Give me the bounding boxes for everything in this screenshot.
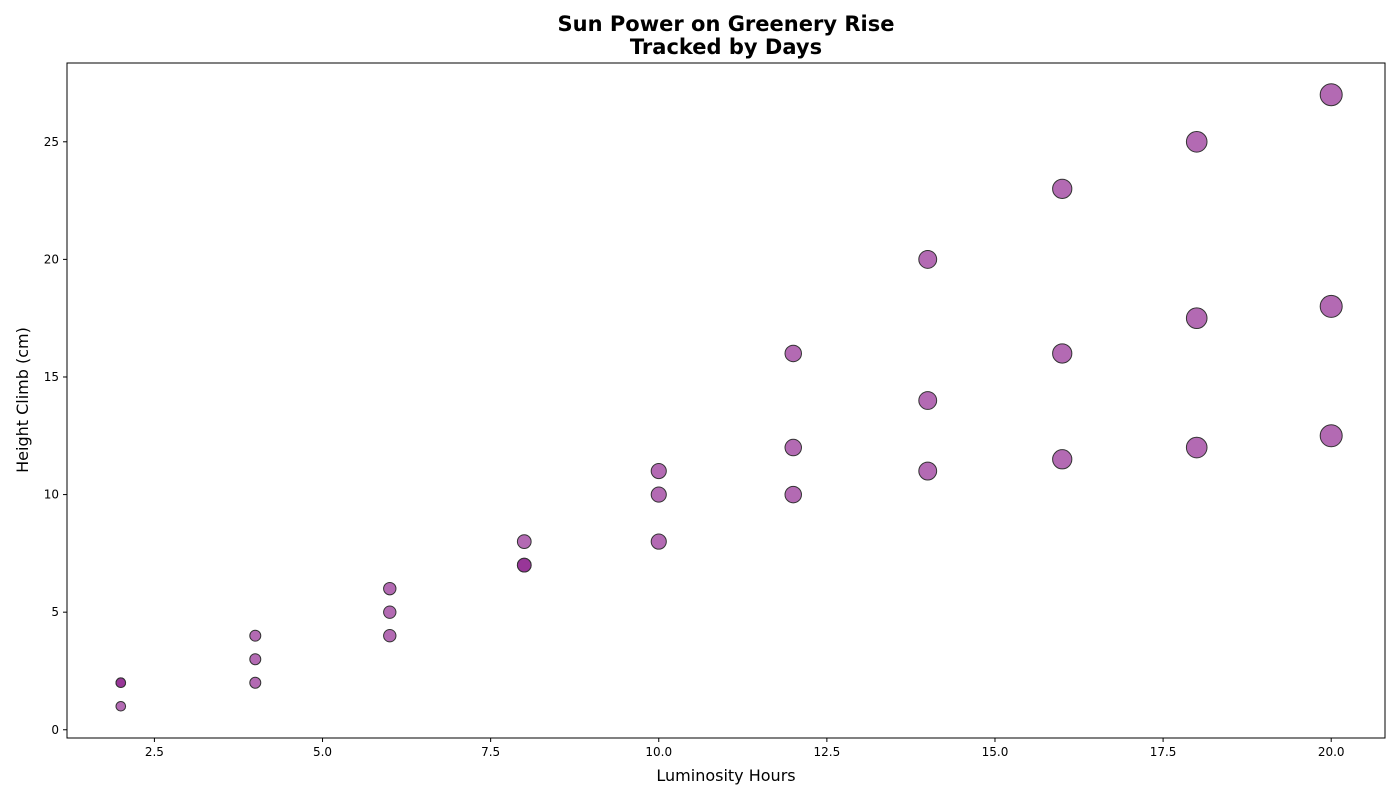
data-point — [1052, 178, 1073, 199]
data-point — [383, 581, 397, 596]
data-point — [650, 486, 667, 503]
data-point — [918, 461, 938, 481]
data-point — [784, 485, 802, 504]
x-tick-label: 2.5 — [145, 745, 164, 759]
data-point — [383, 629, 397, 643]
data-point — [1319, 83, 1343, 107]
plot-area-frame — [66, 62, 1386, 739]
data-point — [784, 438, 802, 457]
x-tick-label: 15.0 — [982, 745, 1009, 759]
y-tick-label: 0 — [51, 723, 59, 737]
data-point — [516, 534, 532, 549]
y-tick-label: 25 — [44, 135, 59, 149]
y-tick-label: 15 — [44, 370, 59, 384]
y-tick-label: 20 — [44, 252, 59, 266]
data-point — [1185, 130, 1208, 153]
x-axis-ticks: 2.5 5.0 7.5 10.0 12.5 15.0 17.5 20.0 — [145, 738, 1345, 759]
y-axis-label: Height Climb (cm) — [13, 327, 32, 473]
x-tick-label: 5.0 — [313, 745, 332, 759]
x-tick-label: 17.5 — [1150, 745, 1177, 759]
chart-title-line-2: Tracked by Days — [630, 35, 822, 59]
data-point — [918, 391, 938, 410]
data-point — [249, 653, 262, 666]
data-point — [383, 605, 397, 619]
data-point — [249, 676, 262, 689]
data-point — [784, 344, 802, 363]
x-tick-label: 7.5 — [481, 745, 500, 759]
data-points — [115, 83, 1343, 712]
y-tick-label: 5 — [51, 605, 59, 619]
data-point — [115, 677, 127, 689]
data-point — [1052, 343, 1073, 364]
y-tick-label: 10 — [44, 488, 59, 502]
data-point — [1185, 436, 1208, 459]
y-axis-ticks: 0 5 10 15 20 25 — [44, 135, 67, 737]
data-point — [249, 629, 262, 642]
x-tick-label: 12.5 — [814, 745, 841, 759]
x-tick-label: 20.0 — [1318, 745, 1345, 759]
data-point — [650, 533, 667, 550]
x-tick-label: 10.0 — [645, 745, 672, 759]
data-point — [650, 462, 667, 480]
data-point — [1052, 449, 1073, 470]
data-point — [1319, 424, 1343, 448]
data-point — [1319, 294, 1343, 318]
data-point — [1185, 307, 1208, 329]
x-axis-label: Luminosity Hours — [656, 766, 795, 785]
data-point — [918, 249, 938, 269]
data-point — [516, 557, 532, 573]
chart-title-line-1: Sun Power on Greenery Rise — [558, 12, 895, 36]
data-point — [115, 700, 127, 712]
